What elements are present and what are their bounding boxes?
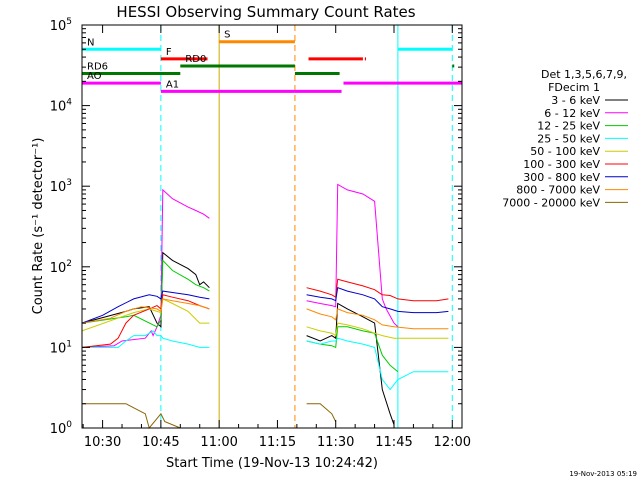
series-25-50-kev xyxy=(82,330,449,391)
x-tick-label: 12:00 xyxy=(434,435,471,450)
x-axis-label: Start Time (19-Nov-13 10:24:42) xyxy=(166,456,378,471)
flag-label-rd0: RD0 xyxy=(185,54,206,65)
flag-label-n: N xyxy=(87,37,94,48)
series-800-7000-kev xyxy=(81,298,449,330)
y-tick-label: 102 xyxy=(50,259,72,276)
series-12-25-kev xyxy=(81,259,399,373)
chart-title: HESSI Observing Summary Count Rates xyxy=(116,3,415,21)
flag-label-s: S xyxy=(224,30,230,41)
legend-label-3-6-kev: 3 - 6 keV xyxy=(551,94,600,107)
x-tick-label: 11:00 xyxy=(200,435,237,450)
flag-label-rd6: RD6 xyxy=(87,62,108,73)
flag-label-ao: AO xyxy=(87,71,102,82)
legend-label-800-7000-kev: 800 - 7000 keV xyxy=(516,184,600,197)
x-tick-label: 11:15 xyxy=(259,435,296,450)
y-tick-label: 105 xyxy=(50,17,72,34)
legend-label-12-25-kev: 12 - 25 keV xyxy=(537,120,600,133)
legend-subheader: FDecim 1 xyxy=(548,81,600,94)
legend-label-300-800-kev: 300 - 800 keV xyxy=(523,171,600,184)
x-tick-label: 10:30 xyxy=(84,435,121,450)
x-tick-label: 11:45 xyxy=(375,435,412,450)
axis-layer: 10:30 10:45 11:00 11:15 11:30 11:45 12:00 100 10… xyxy=(50,17,471,450)
series-50-100-kev xyxy=(81,298,449,339)
series-7000-20000-kev xyxy=(82,403,337,430)
y-tick-label: 104 xyxy=(50,98,73,115)
y-tick-label: 103 xyxy=(50,178,72,195)
y-axis-label: Count Rate (s⁻¹ detector⁻¹) xyxy=(31,138,46,315)
flag-label-a1: A1 xyxy=(166,79,179,90)
marker-layer xyxy=(160,25,453,428)
y-tick-label: 100 xyxy=(50,420,73,437)
legend-label-7000-20000-kev: 7000 - 20000 keV xyxy=(502,196,600,209)
x-tick-label: 11:30 xyxy=(317,435,354,450)
legend-header: Det 1,3,5,6,7,9, xyxy=(541,68,627,81)
legend-label-25-50-kev: 25 - 50 keV xyxy=(537,132,600,145)
series-6-12-kev xyxy=(81,183,399,348)
series-300-800-kev xyxy=(81,287,449,324)
plot-frame xyxy=(81,24,463,429)
series-layer xyxy=(81,183,449,430)
y-tick-label: 101 xyxy=(50,339,72,356)
x-tick-label: 10:45 xyxy=(142,435,179,450)
flag-label-f: F xyxy=(166,47,172,58)
series-100-300-kev xyxy=(81,278,449,348)
legend-label-50-100-kev: 50 - 100 keV xyxy=(530,145,600,158)
legend-label-100-300-kev: 100 - 300 keV xyxy=(523,158,600,171)
legend-label-6-12-kev: 6 - 12 keV xyxy=(544,107,600,120)
footer-timestamp: 19-Nov-2013 05:19 xyxy=(569,470,637,478)
